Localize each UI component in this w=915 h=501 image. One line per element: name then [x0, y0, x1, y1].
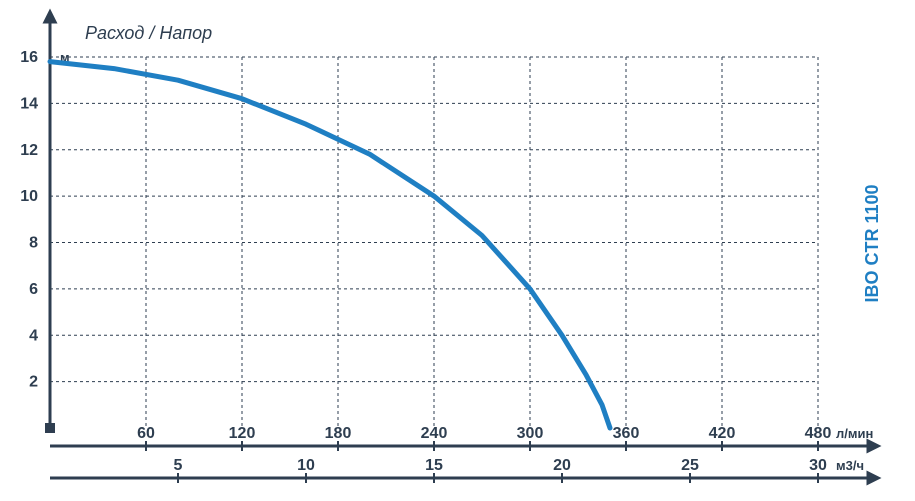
y-tick-label: 4: [29, 327, 38, 344]
x-tick-label-m3h: 30: [809, 457, 827, 474]
model-label: IBO CTR 1100: [862, 184, 882, 302]
pump-curve-chart: { "chart": { "type": "line", "title": "Р…: [0, 0, 915, 501]
x-tick-label-m3h: 10: [297, 457, 315, 474]
y-tick-label: 16: [20, 49, 38, 66]
x-unit-lmin: л/мин: [836, 426, 873, 441]
y-tick-label: 6: [29, 281, 38, 298]
y-tick-label: 14: [20, 95, 38, 112]
chart-title: Расход / Напор: [85, 23, 212, 43]
y-tick-label: 2: [29, 374, 38, 391]
x-tick-label-lmin: 360: [613, 425, 640, 442]
x-tick-label-m3h: 15: [425, 457, 443, 474]
x-tick-label-lmin: 240: [421, 425, 448, 442]
y-tick-label: 10: [20, 188, 38, 205]
y-tick-label: 8: [29, 235, 38, 252]
x-tick-label-lmin: 480: [805, 425, 832, 442]
origin-marker: [45, 423, 55, 433]
x-tick-label-lmin: 60: [137, 425, 155, 442]
x-tick-label-m3h: 25: [681, 457, 699, 474]
x-tick-label-lmin: 300: [517, 425, 544, 442]
x-tick-label-lmin: 120: [229, 425, 256, 442]
x-tick-label-lmin: 180: [325, 425, 352, 442]
x-tick-label-m3h: 20: [553, 457, 571, 474]
x-tick-label-lmin: 420: [709, 425, 736, 442]
y-tick-label: 12: [20, 142, 38, 159]
pump-curve: [50, 62, 610, 428]
x-unit-m3h: м3/ч: [836, 458, 864, 473]
x-tick-label-m3h: 5: [174, 457, 183, 474]
chart-svg: 246810121416м60120180240300360420480л/ми…: [0, 0, 915, 501]
